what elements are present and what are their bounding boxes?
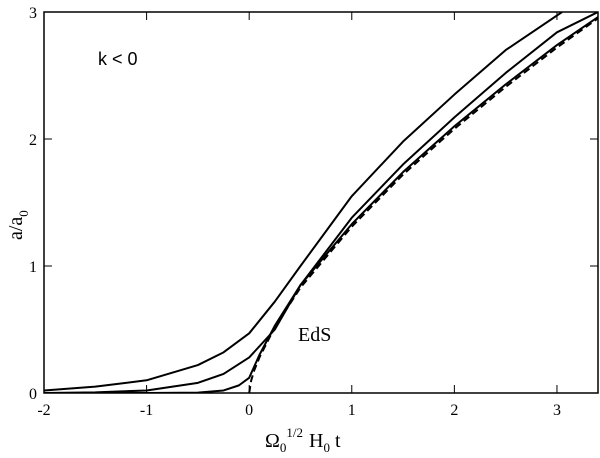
annotation: k < 0: [98, 49, 138, 69]
plot-frame: [43, 11, 599, 394]
y-tick-label: 0: [29, 386, 37, 403]
y-tick-label: 2: [29, 132, 37, 149]
x-tick-label: 1: [348, 402, 356, 419]
x-tick-label: 0: [245, 402, 253, 419]
x-tick-label: -1: [140, 402, 153, 419]
x-axis-label: Ω01/2 H0 t: [265, 425, 341, 455]
y-axis-label: a/a0: [5, 210, 31, 240]
curve: [248, 17, 598, 393]
y-tick-label: 1: [29, 259, 37, 276]
x-tick-label: -2: [37, 402, 50, 419]
y-tick-label: 3: [29, 5, 37, 22]
x-tick-label: 2: [450, 402, 458, 419]
x-tick-label: 3: [553, 402, 561, 419]
curve: [44, 12, 563, 392]
annotation: EdS: [298, 324, 331, 346]
